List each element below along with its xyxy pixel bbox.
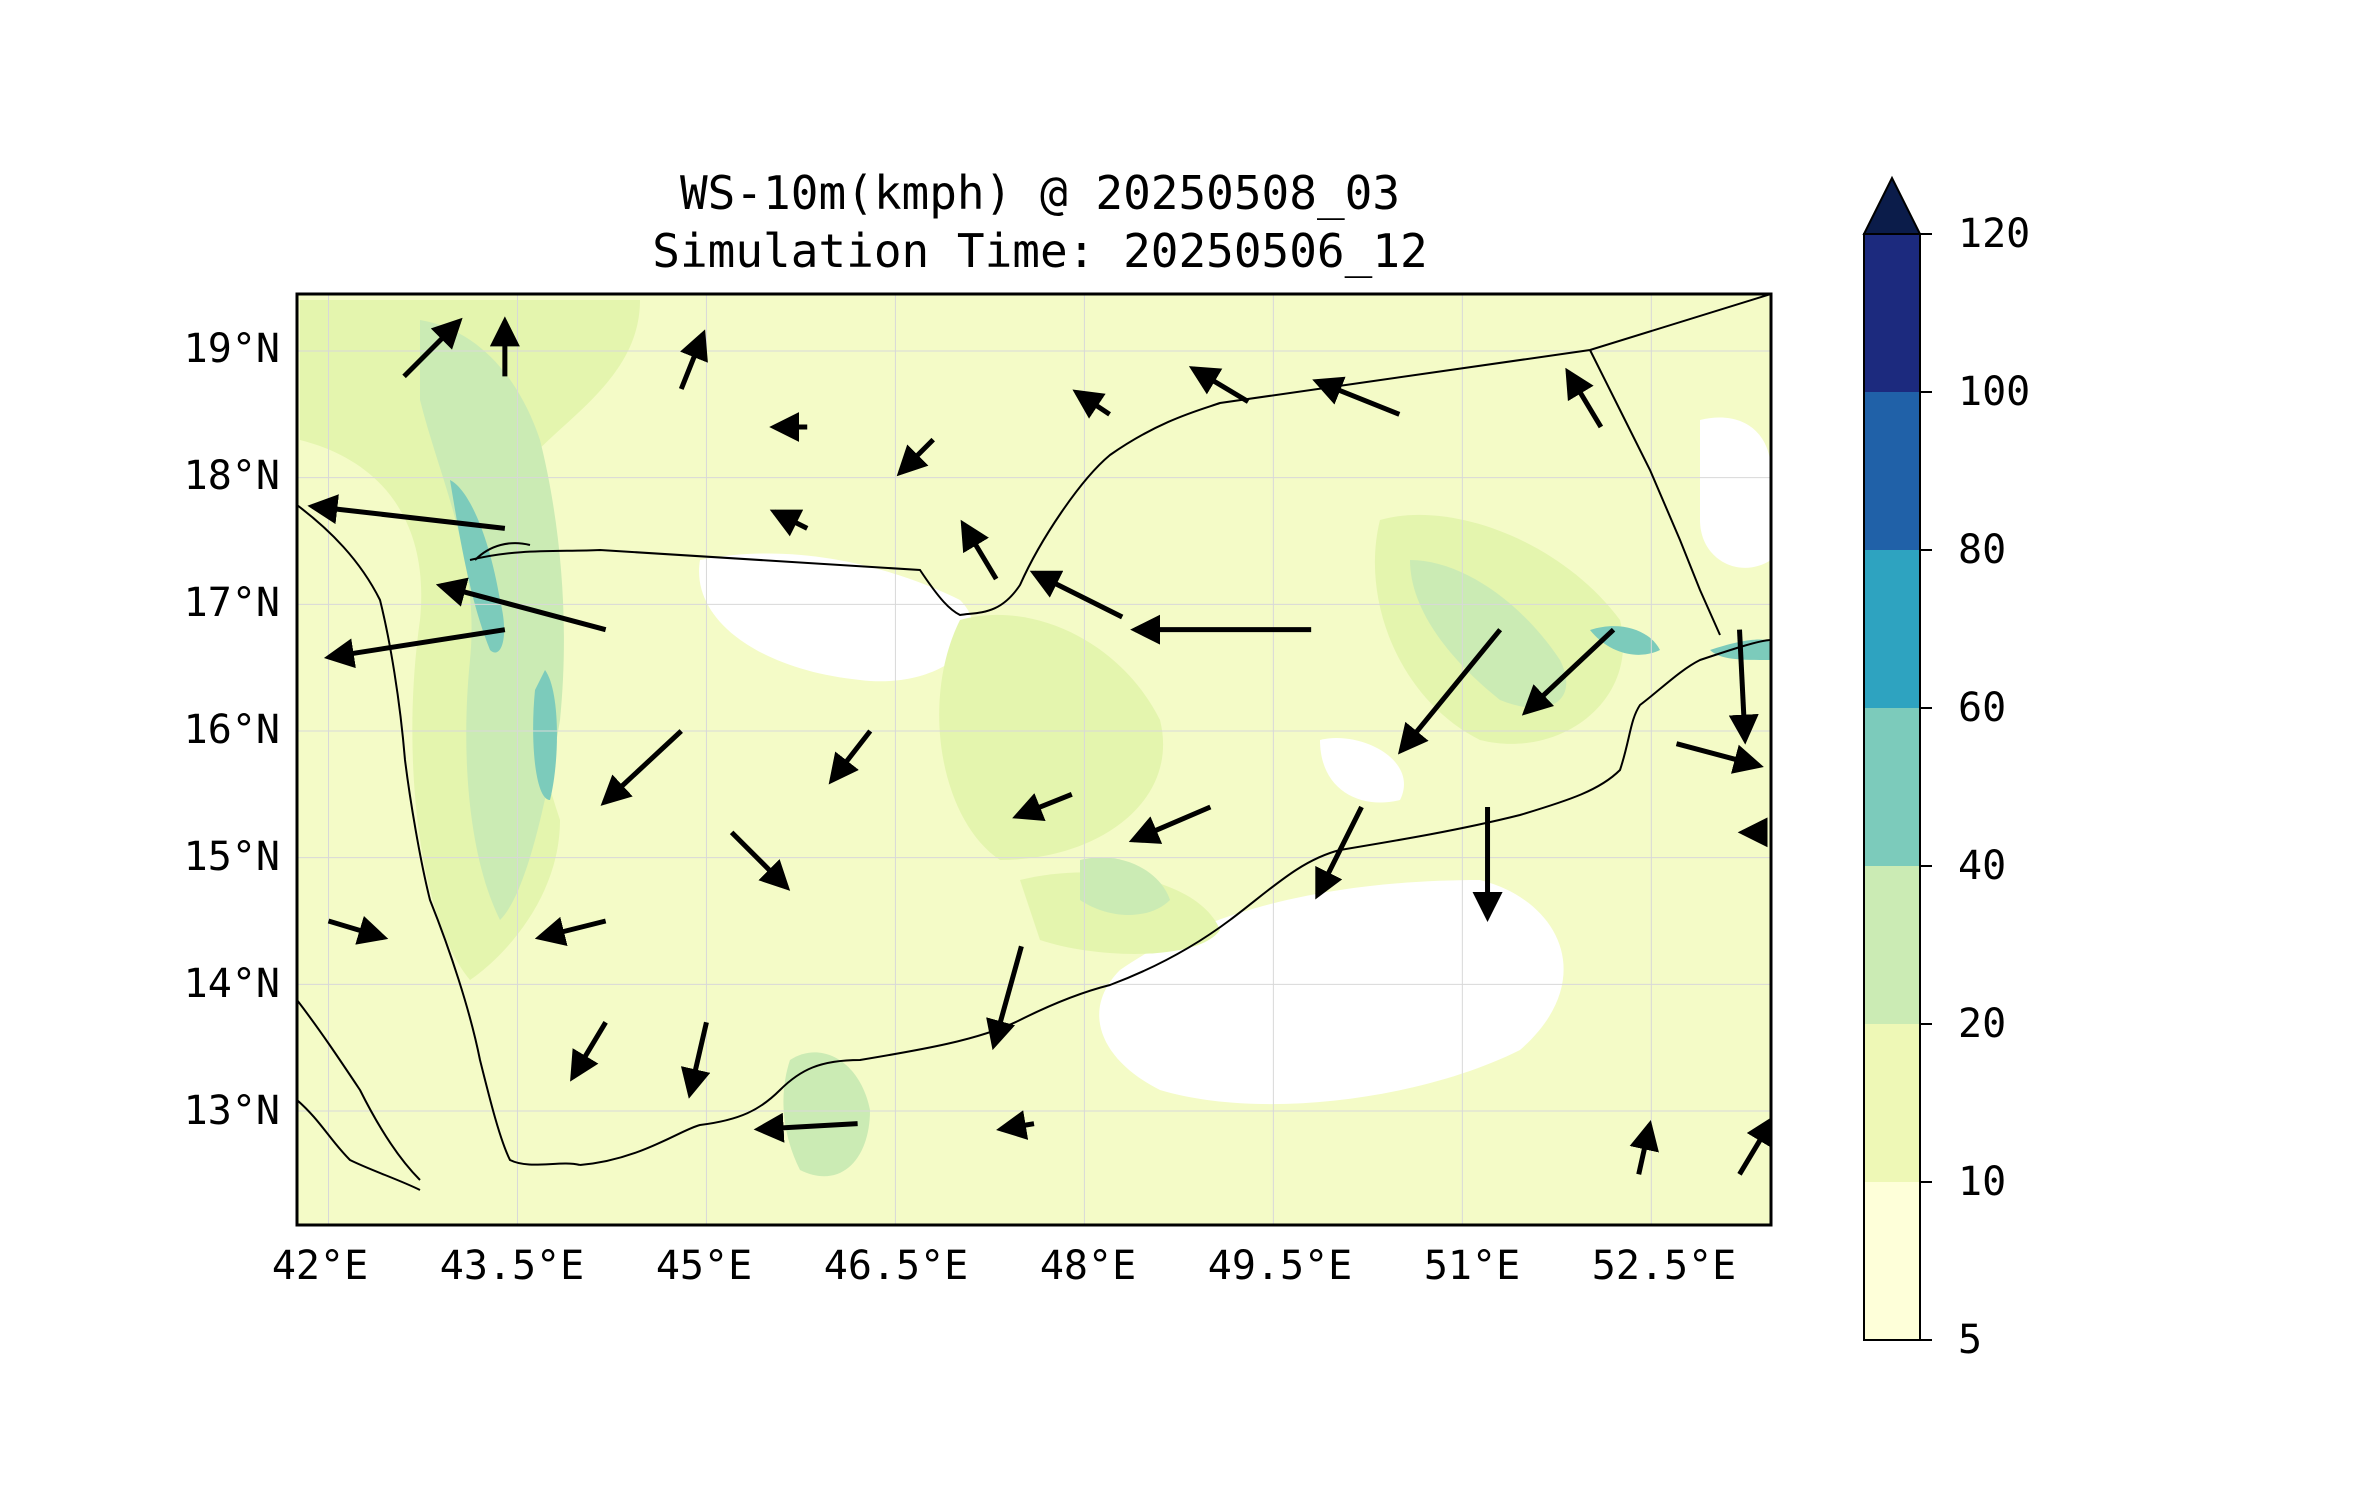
lon-tick-label: 48°E (1039, 1243, 1137, 1289)
contour-20-40 (783, 1052, 870, 1177)
contour-below-5 (699, 553, 973, 682)
wind-vector-arrow (769, 509, 809, 537)
wind-vector-arrow (570, 1021, 608, 1082)
contour-below-5 (1320, 738, 1404, 803)
plot-subtitle: Simulation Time: 20250506_12 (652, 224, 1428, 278)
colorbar-segment (1864, 1182, 1920, 1340)
contour-below-5 (1099, 880, 1564, 1105)
wind-vector-arrow (1128, 804, 1212, 844)
lon-tick-label: 49.5°E (1207, 1243, 1353, 1289)
contour-20-40 (1410, 560, 1567, 708)
wind-vector-arrow (1312, 376, 1401, 417)
colorbar-label: 80 (1958, 527, 2007, 573)
lon-tick-label: 51°E (1423, 1243, 1521, 1289)
plot-title: WS-10m(kmph) @ 20250508_03 (679, 166, 1401, 220)
wind-vector-arrow (600, 729, 683, 806)
colorbar-segment (1864, 392, 1920, 550)
wind-vector-arrow (828, 729, 873, 785)
lon-tick-label: 46.5°E (823, 1243, 969, 1289)
lat-tick-label: 18°N (183, 453, 280, 499)
wind-vector-arrow (1072, 389, 1111, 419)
colorbar (1862, 175, 1932, 1341)
colorbar-label: 60 (1958, 685, 2007, 731)
saudi-border (469, 294, 1771, 617)
wind-vector-arrow (1728, 629, 1759, 745)
colorbar-segment (1864, 708, 1920, 866)
map-gridlines (297, 294, 1771, 1225)
wind-vector-arrow (435, 577, 607, 633)
lon-tick-label: 52.5°E (1591, 1243, 1737, 1289)
lat-tick-label: 14°N (183, 961, 280, 1007)
colorbar-label: 10 (1958, 1159, 2007, 1205)
contour-10-20 (300, 300, 640, 980)
wind-vector-arrow (307, 494, 506, 531)
lat-tick-label: 13°N (183, 1088, 280, 1134)
wind-vector-arrow (534, 916, 607, 946)
contour-below-5 (1700, 417, 1771, 568)
lat-tick-label: 19°N (183, 326, 280, 372)
contour-20-40 (1080, 857, 1170, 915)
wind-vector-arrow (729, 830, 791, 891)
coastlines (297, 294, 1771, 1191)
african-coast (297, 999, 421, 1181)
colorbar-segment (1864, 234, 1920, 392)
colorbar-segment (1864, 1024, 1920, 1182)
red-sea-coast (297, 504, 581, 1166)
wind-vector-arrow (753, 1112, 858, 1143)
wind-vector-arrow (402, 317, 463, 379)
wind-vector-arrow (1397, 628, 1503, 755)
wind-vector-arrow (960, 519, 999, 581)
map-frame (295, 292, 1773, 1227)
colorbar-label: 40 (1958, 843, 2007, 889)
wind-vector-arrow (1315, 805, 1364, 900)
colorbar-label: 100 (1958, 369, 2031, 415)
colorbar-segment (1864, 866, 1920, 1024)
wind-vector-arrow (327, 915, 389, 945)
lat-tick-label: 17°N (183, 580, 280, 626)
colorbar-label: 5 (1958, 1317, 1983, 1363)
wind-vector-arrow (986, 945, 1024, 1051)
wind-vector-arrow (996, 1110, 1035, 1140)
wind-vector-arrow (1737, 1115, 1771, 1176)
yemen-border (474, 542, 531, 561)
lat-tick-label: 16°N (183, 707, 280, 753)
colorbar-label: 120 (1958, 211, 2031, 257)
contour-10-20 (939, 614, 1164, 860)
wind-vector-arrow (1565, 367, 1604, 429)
speed-contours (300, 300, 1771, 1177)
wind-vector-arrow (1675, 741, 1764, 774)
wind-vector-arrow (1012, 792, 1073, 821)
arabian-sea-coast (579, 639, 1771, 1166)
wind-vector-arrow (678, 329, 708, 390)
oman-border (1589, 349, 1721, 636)
african-coast (297, 1099, 421, 1191)
wind-vector-arrow (1188, 366, 1250, 404)
colorbar-label: 20 (1958, 1001, 2007, 1047)
wind-vector-arrow (896, 437, 935, 477)
wind-vector-arrow (323, 627, 506, 669)
lon-tick-label: 42°E (271, 1243, 369, 1289)
wind-vector-arrow (1629, 1119, 1659, 1175)
wind-vector-arrow (1029, 570, 1124, 620)
colorbar-extend-triangle (1862, 175, 1922, 235)
lon-tick-label: 43.5°E (439, 1243, 585, 1289)
colorbar-segment (1864, 550, 1920, 708)
lat-tick-label: 15°N (183, 834, 280, 880)
wind-vectors (307, 316, 1771, 1176)
colorbar-frame (1863, 233, 1921, 1341)
lon-tick-label: 45°E (655, 1243, 753, 1289)
wind-vector-arrow (680, 1021, 711, 1099)
contour-40-60 (533, 670, 557, 800)
wind-vector-arrow (1521, 627, 1616, 716)
